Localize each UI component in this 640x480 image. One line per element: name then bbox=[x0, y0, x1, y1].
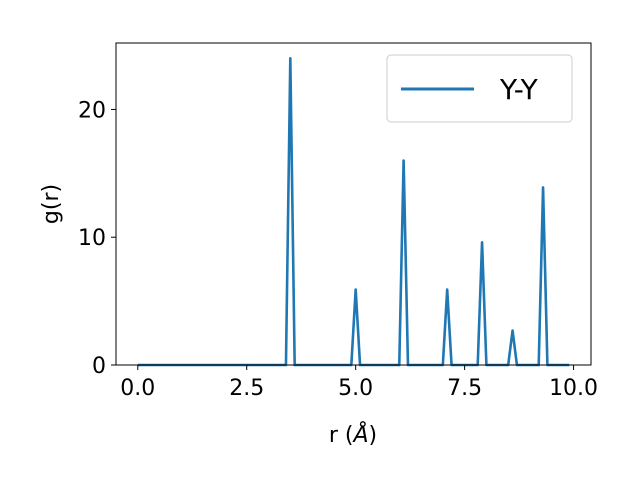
y-axis: 0 10 20 bbox=[78, 98, 116, 379]
legend-box bbox=[386, 54, 573, 123]
y-tick-label: 0 bbox=[92, 354, 106, 379]
x-tick-label: 7.5 bbox=[447, 376, 482, 401]
legend-label: Y-Y bbox=[499, 73, 539, 106]
x-tick-label: 2.5 bbox=[229, 376, 264, 401]
x-tick-label: 10.0 bbox=[549, 376, 598, 401]
axes-frame bbox=[115, 42, 592, 366]
y-axis-label: g(r) bbox=[39, 184, 64, 224]
x-tick-label: 0.0 bbox=[120, 376, 155, 401]
x-tick-label: 5.0 bbox=[338, 376, 373, 401]
x-axis: 0.0 2.5 5.0 7.5 10.0 bbox=[120, 365, 598, 401]
y-tick-label: 10 bbox=[78, 226, 106, 251]
legend: Y-Y bbox=[386, 54, 573, 123]
y-tick-label: 20 bbox=[78, 98, 106, 123]
x-axis-label: r (Å) bbox=[329, 421, 377, 448]
